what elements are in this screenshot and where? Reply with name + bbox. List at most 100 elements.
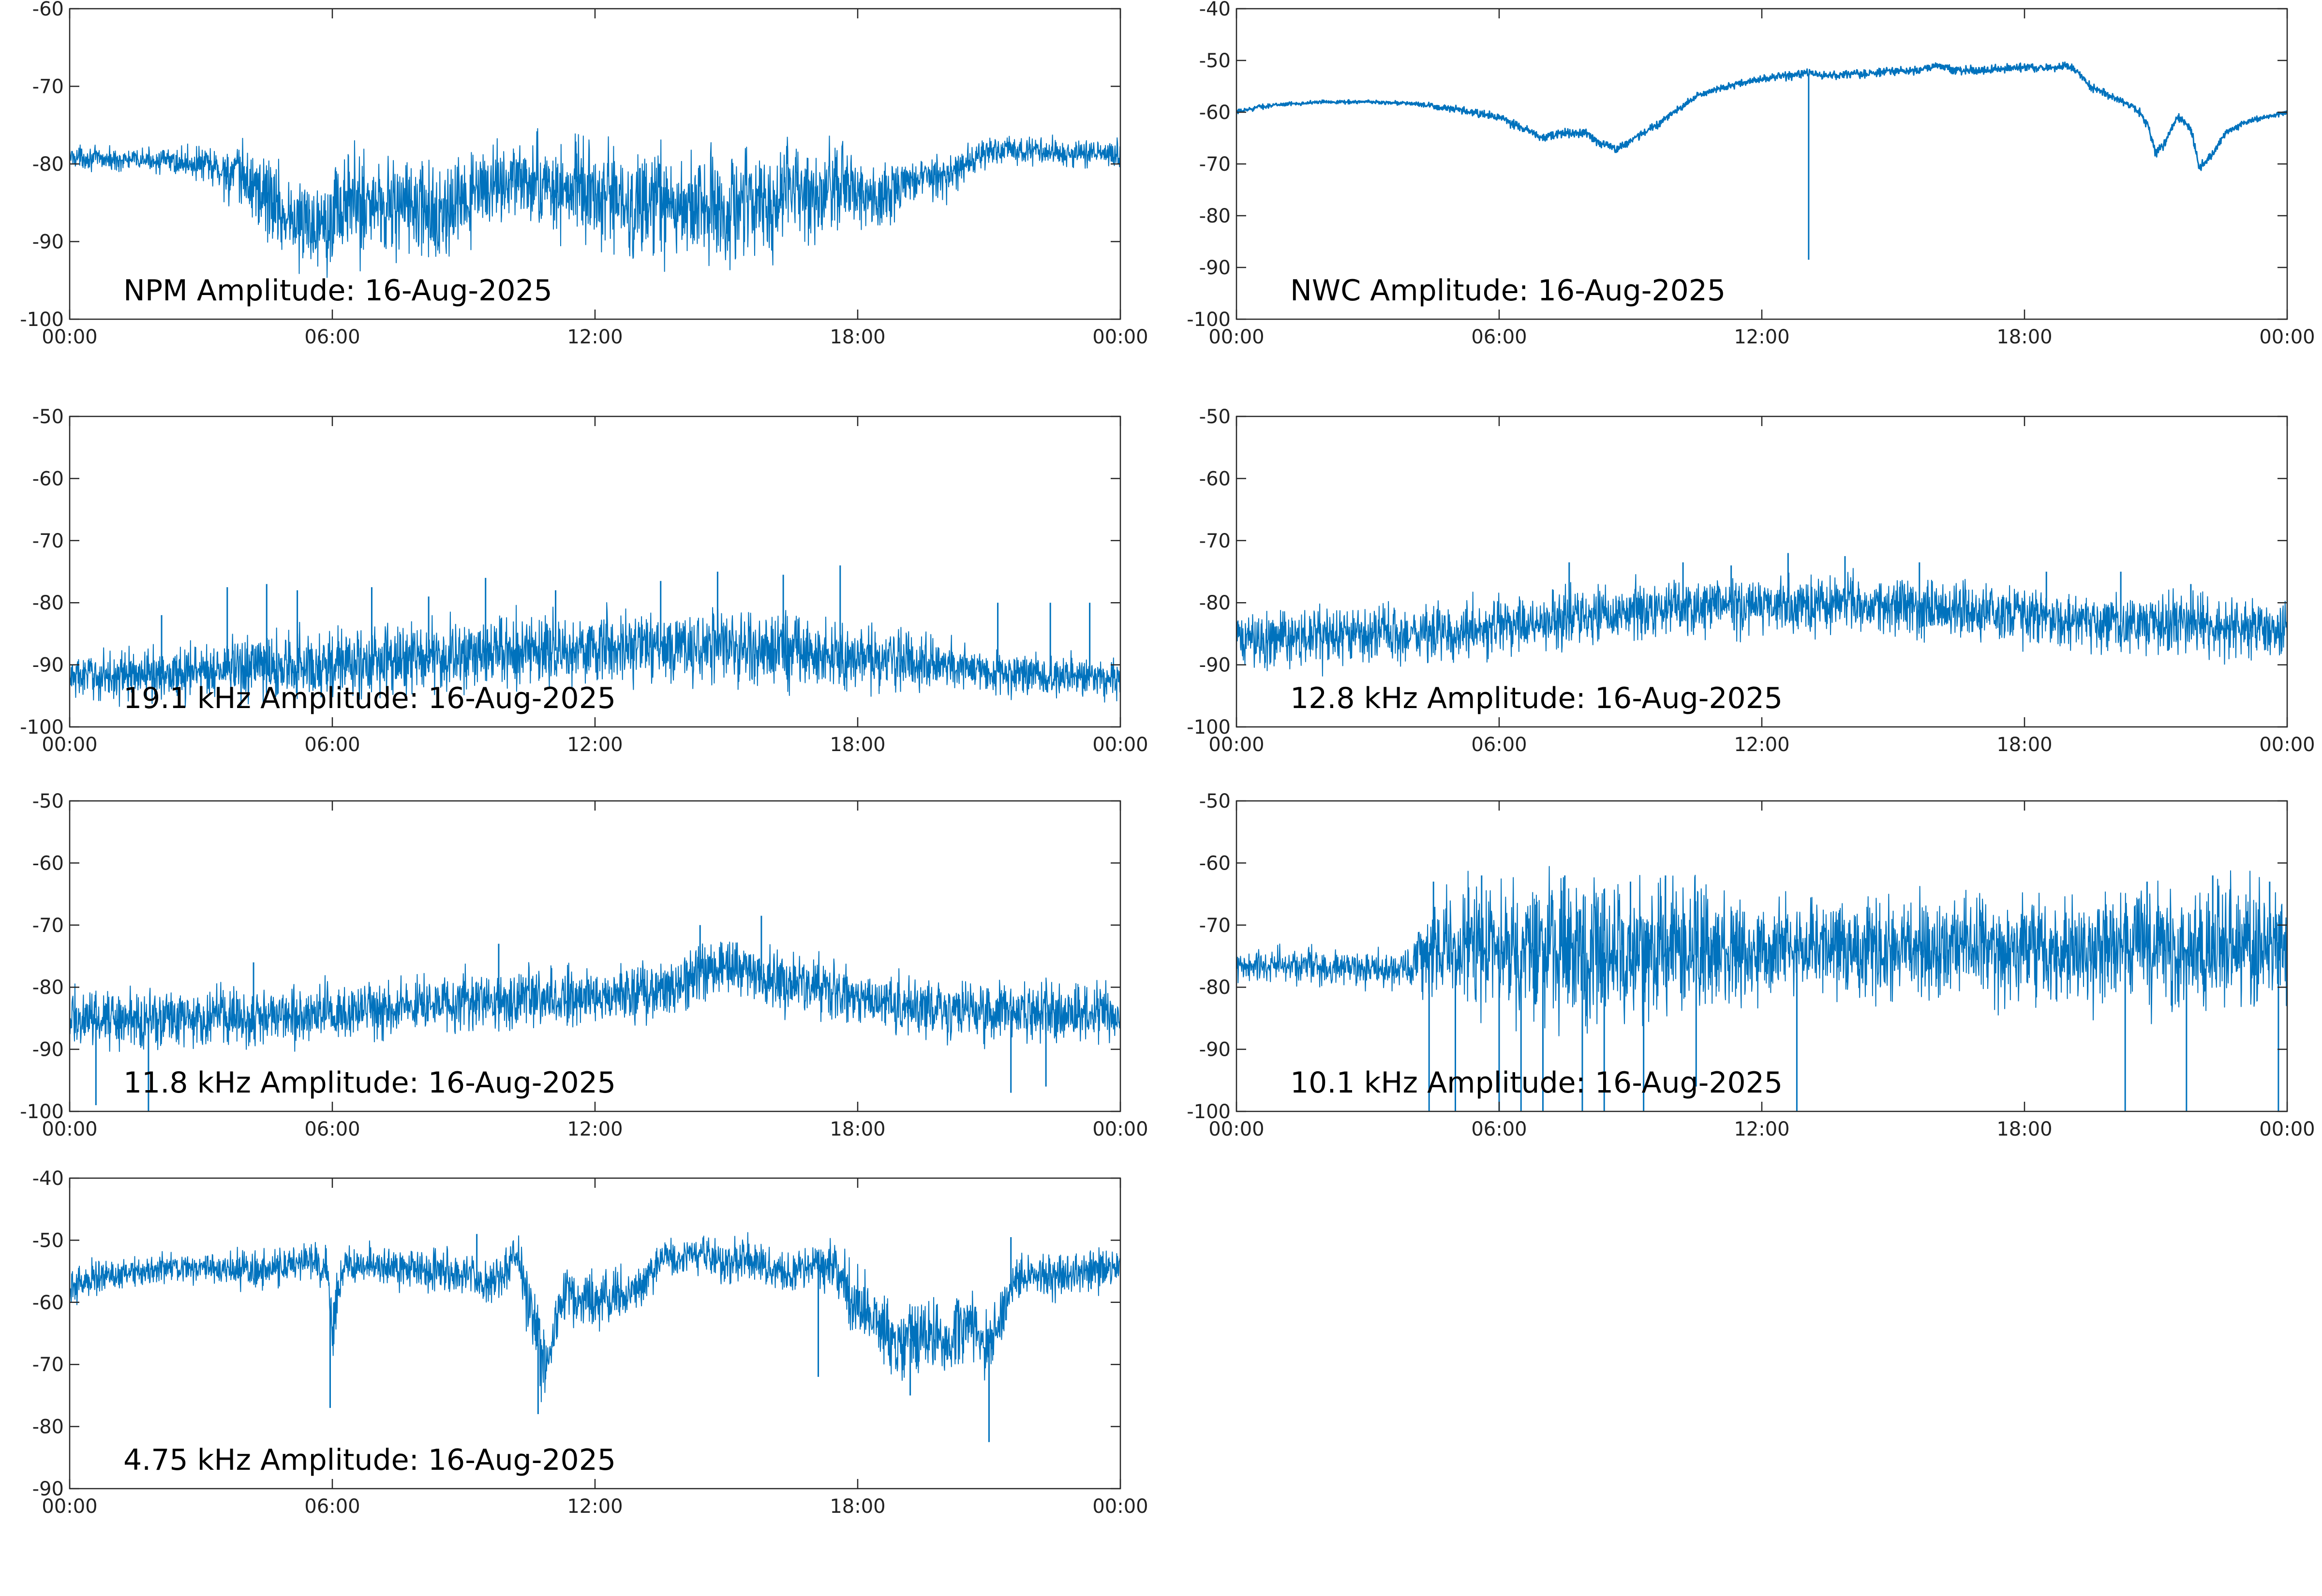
y-tick-label: -70: [32, 530, 64, 552]
y-tick-label: -100: [20, 716, 64, 739]
series-line: [70, 602, 1120, 708]
y-tick-label: -70: [32, 915, 64, 937]
x-tick-label: 18:00: [1996, 734, 2052, 756]
plot-frame: [1235, 8, 2288, 320]
x-tick-label: 18:00: [830, 326, 885, 348]
x-tick-label: 00:00: [42, 326, 97, 348]
panel-title: NPM Amplitude: 16-Aug-2025: [123, 274, 552, 308]
panel-title: 19.1 kHz Amplitude: 16-Aug-2025: [123, 681, 616, 715]
y-tick-label: -90: [32, 1478, 64, 1500]
x-tick-label: 00:00: [2259, 326, 2315, 348]
x-tick-label: 06:00: [304, 1118, 360, 1140]
panel-title: 4.75 kHz Amplitude: 16-Aug-2025: [123, 1443, 616, 1477]
x-tick-label: 06:00: [1471, 326, 1527, 348]
x-tick-label: 06:00: [304, 326, 360, 348]
x-tick-label: 06:00: [1471, 1118, 1527, 1140]
y-tick-label: -50: [1199, 406, 1231, 428]
y-tick-label: -50: [1199, 50, 1231, 72]
x-tick-label: 00:00: [1208, 734, 1264, 756]
plot-frame: [69, 800, 1121, 1112]
y-tick-label: -90: [1199, 1039, 1231, 1061]
x-tick-label: 00:00: [2259, 734, 2315, 756]
y-tick-label: -80: [32, 976, 64, 999]
y-tick-label: -100: [1187, 1101, 1231, 1123]
y-tick-label: -80: [1199, 976, 1231, 999]
x-tick-label: 18:00: [830, 1118, 885, 1140]
panel-title: 12.8 kHz Amplitude: 16-Aug-2025: [1290, 681, 1783, 715]
y-tick-label: -60: [32, 468, 64, 490]
x-tick-label: 18:00: [830, 734, 885, 756]
y-tick-label: -40: [32, 1167, 64, 1190]
y-tick-label: -90: [32, 231, 64, 253]
y-tick-label: -80: [32, 153, 64, 176]
x-tick-label: 00:00: [42, 1118, 97, 1140]
x-tick-label: 06:00: [1471, 734, 1527, 756]
y-tick-label: -60: [1199, 852, 1231, 874]
y-tick-label: -90: [32, 1039, 64, 1061]
series-line: [70, 941, 1120, 1052]
y-tick-label: -70: [1199, 915, 1231, 937]
x-tick-label: 00:00: [1092, 326, 1148, 348]
x-tick-label: 00:00: [1208, 1118, 1264, 1140]
x-tick-label: 06:00: [304, 734, 360, 756]
x-tick-label: 00:00: [1092, 1118, 1148, 1140]
x-tick-label: 00:00: [1208, 326, 1264, 348]
y-tick-label: -100: [1187, 309, 1231, 331]
x-tick-label: 12:00: [567, 734, 623, 756]
y-tick-label: -80: [32, 1416, 64, 1438]
y-tick-label: -50: [32, 406, 64, 428]
y-tick-label: -80: [1199, 592, 1231, 614]
x-tick-label: 12:00: [567, 326, 623, 348]
y-tick-label: -60: [1199, 468, 1231, 490]
y-tick-label: -70: [32, 76, 64, 98]
series-line: [1236, 568, 2287, 677]
series-line: [70, 1232, 1120, 1403]
y-tick-label: -80: [32, 592, 64, 614]
x-tick-label: 18:00: [830, 1495, 885, 1518]
y-tick-label: -90: [1199, 654, 1231, 677]
x-tick-label: 00:00: [1092, 734, 1148, 756]
y-tick-label: -90: [32, 654, 64, 677]
x-tick-label: 00:00: [42, 1495, 97, 1518]
y-tick-label: -60: [32, 1292, 64, 1314]
panel-title: NWC Amplitude: 16-Aug-2025: [1290, 274, 1726, 308]
plot-frame: [1235, 415, 2288, 728]
x-tick-label: 12:00: [567, 1495, 623, 1518]
y-tick-label: -100: [20, 1101, 64, 1123]
y-tick-label: -50: [32, 790, 64, 813]
x-tick-label: 12:00: [1734, 734, 1789, 756]
y-tick-label: -80: [1199, 205, 1231, 227]
x-tick-label: 00:00: [42, 734, 97, 756]
x-tick-label: 00:00: [1092, 1495, 1148, 1518]
y-tick-label: -60: [1199, 102, 1231, 124]
plot-frame: [69, 415, 1121, 728]
panel-title: 11.8 kHz Amplitude: 16-Aug-2025: [123, 1066, 616, 1100]
y-tick-label: -90: [1199, 257, 1231, 279]
y-tick-label: -60: [32, 852, 64, 874]
x-tick-label: 06:00: [304, 1495, 360, 1518]
x-tick-label: 00:00: [2259, 1118, 2315, 1140]
panel-title: 10.1 kHz Amplitude: 16-Aug-2025: [1290, 1066, 1783, 1100]
y-tick-label: -50: [1199, 790, 1231, 813]
x-tick-label: 12:00: [567, 1118, 623, 1140]
y-tick-label: -60: [32, 0, 64, 20]
y-tick-label: -70: [1199, 530, 1231, 552]
y-tick-label: -70: [1199, 153, 1231, 176]
y-tick-label: -50: [32, 1229, 64, 1252]
x-tick-label: 18:00: [1996, 326, 2052, 348]
x-tick-label: 18:00: [1996, 1118, 2052, 1140]
x-tick-label: 12:00: [1734, 1118, 1789, 1140]
series-line: [70, 128, 1120, 278]
series-line: [1236, 866, 2287, 1036]
y-tick-label: -100: [20, 309, 64, 331]
y-tick-label: -100: [1187, 716, 1231, 739]
x-tick-label: 12:00: [1734, 326, 1789, 348]
